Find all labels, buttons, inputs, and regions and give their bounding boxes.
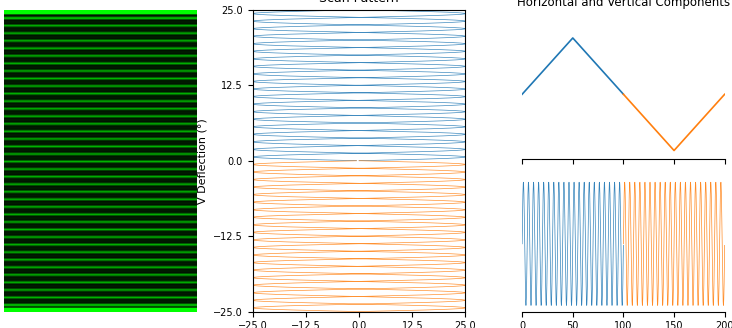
Y-axis label: V Deflection (°): V Deflection (°) [198, 118, 208, 204]
Title: Scan Pattern: Scan Pattern [319, 0, 399, 5]
Title: Horizontal and Vertical Components: Horizontal and Vertical Components [517, 0, 730, 9]
